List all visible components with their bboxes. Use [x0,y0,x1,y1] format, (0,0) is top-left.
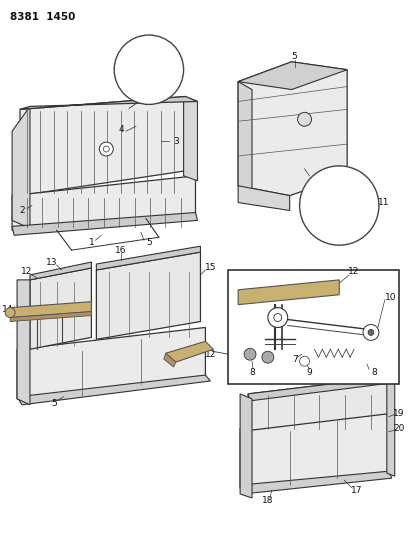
Text: 1: 1 [89,238,94,247]
Polygon shape [331,197,341,211]
Circle shape [262,351,274,363]
Text: 8: 8 [371,368,377,377]
Text: 18: 18 [262,496,274,505]
Polygon shape [20,96,197,109]
Text: 15: 15 [205,263,216,272]
Polygon shape [96,252,201,340]
Polygon shape [12,176,196,230]
Polygon shape [359,189,371,219]
Text: 5: 5 [292,52,297,61]
Circle shape [5,308,15,318]
Circle shape [297,112,311,126]
Circle shape [368,329,374,335]
Circle shape [300,356,309,366]
Circle shape [363,325,379,341]
Text: 12: 12 [21,268,33,277]
Text: 8: 8 [249,368,255,377]
Text: 6: 6 [146,50,152,59]
Text: 19: 19 [393,409,405,418]
Text: 13: 13 [46,257,58,266]
Polygon shape [10,302,91,318]
Circle shape [99,142,113,156]
Text: 10: 10 [385,293,396,302]
Text: 12: 12 [349,268,360,277]
Circle shape [268,308,288,327]
Polygon shape [164,353,176,367]
Polygon shape [30,268,91,349]
Circle shape [114,35,184,104]
Circle shape [244,348,256,360]
Polygon shape [228,270,399,384]
Polygon shape [240,411,389,488]
Polygon shape [17,375,211,405]
Polygon shape [238,280,339,305]
Circle shape [103,146,109,152]
Polygon shape [248,377,389,431]
Polygon shape [17,327,206,399]
Circle shape [274,313,282,321]
Text: 5: 5 [51,399,56,408]
Text: 16: 16 [115,246,127,255]
Polygon shape [10,312,91,321]
Polygon shape [238,185,290,211]
Polygon shape [166,341,213,362]
Polygon shape [238,62,347,196]
Polygon shape [20,96,185,196]
Polygon shape [238,82,252,192]
Text: 17: 17 [351,486,363,495]
Text: 5: 5 [146,238,152,247]
Text: 2: 2 [19,206,25,215]
Polygon shape [387,377,395,476]
Text: 7: 7 [292,354,297,364]
Text: 11: 11 [378,198,390,207]
Text: 4: 4 [118,125,124,134]
Polygon shape [184,96,197,181]
Polygon shape [30,262,91,280]
Polygon shape [238,62,347,90]
Polygon shape [17,280,30,405]
Text: 3: 3 [173,136,178,146]
Circle shape [300,166,379,245]
Polygon shape [12,107,30,228]
Text: 12: 12 [205,350,216,359]
Text: 14: 14 [2,305,13,314]
Polygon shape [240,394,252,498]
Polygon shape [12,213,197,235]
Polygon shape [240,471,392,494]
Text: 8381  1450: 8381 1450 [10,12,75,22]
Circle shape [332,199,340,207]
Polygon shape [248,377,391,401]
Text: 9: 9 [307,368,312,377]
Text: 20: 20 [393,424,405,433]
Polygon shape [96,246,201,270]
